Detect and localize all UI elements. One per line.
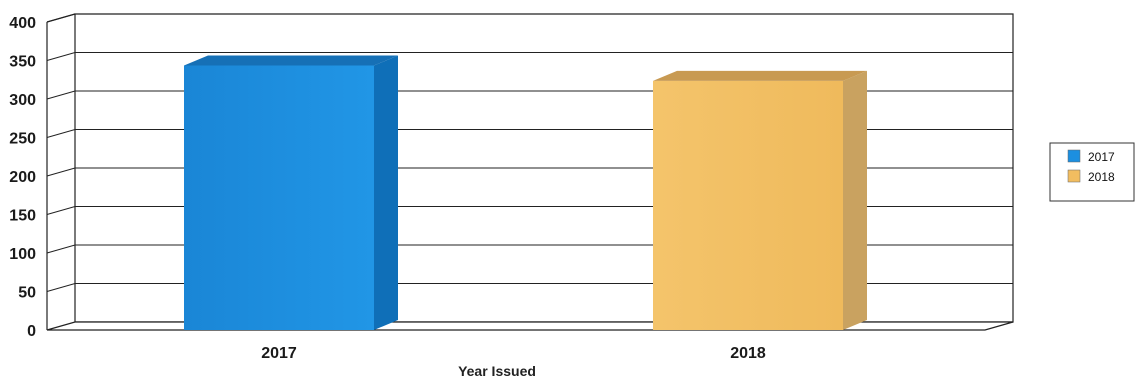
bar-2018: [653, 70, 867, 331]
y-tick-label: 350: [9, 54, 36, 71]
bar-front: [184, 65, 374, 330]
legend-entry-2018: 2018: [1067, 169, 1115, 184]
y-tick-label: 50: [18, 285, 36, 302]
legend-label: 2018: [1088, 170, 1115, 184]
bar-top: [653, 70, 867, 81]
bars: [184, 55, 867, 331]
x-axis-ticks: 2017 2018: [261, 345, 766, 362]
legend-swatch: [1067, 149, 1081, 163]
legend-entry-2017: 2017: [1067, 149, 1115, 164]
bar-front: [653, 80, 843, 331]
y-tick-label: 250: [9, 131, 36, 148]
legend-swatch: [1067, 169, 1081, 183]
y-tick-label: 400: [9, 15, 36, 32]
x-axis-label: Year Issued: [458, 363, 536, 379]
y-tick-label: 200: [9, 169, 36, 186]
bar-top: [184, 55, 398, 66]
bar-side: [374, 55, 398, 330]
legend: 2017 2018: [1049, 142, 1135, 202]
bar-side: [843, 70, 867, 331]
x-tick-label: 2018: [730, 345, 766, 362]
y-tick-label: 300: [9, 92, 36, 109]
y-tick-label: 100: [9, 246, 36, 263]
bar-2017: [184, 55, 398, 330]
y-tick-label: 0: [27, 323, 36, 340]
gridline: [46, 13, 1013, 23]
y-tick-label: 150: [9, 208, 36, 225]
legend-label: 2017: [1088, 150, 1115, 164]
gridline: [46, 52, 1013, 61]
y-axis-ticks: 0 50 100 150 200 250 300 350 400: [9, 15, 36, 340]
x-tick-label: 2017: [261, 345, 297, 362]
